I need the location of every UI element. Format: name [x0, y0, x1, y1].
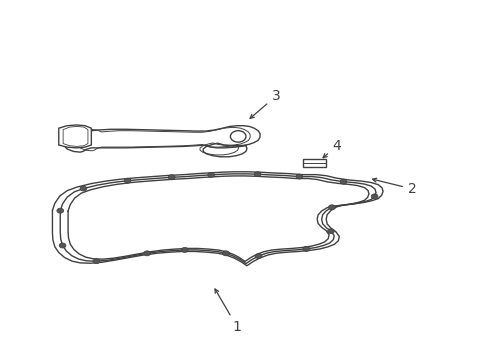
Circle shape — [181, 247, 188, 252]
Circle shape — [254, 172, 261, 177]
Circle shape — [370, 194, 377, 199]
Circle shape — [207, 172, 214, 177]
Circle shape — [143, 251, 150, 256]
Polygon shape — [302, 159, 325, 167]
Circle shape — [340, 179, 346, 184]
Text: 2: 2 — [372, 178, 416, 196]
Circle shape — [59, 243, 66, 248]
Text: 3: 3 — [249, 89, 280, 118]
Circle shape — [93, 259, 100, 264]
Polygon shape — [52, 172, 382, 266]
Circle shape — [57, 208, 63, 213]
Circle shape — [255, 253, 262, 258]
Circle shape — [230, 131, 245, 142]
Text: 1: 1 — [215, 289, 241, 334]
Polygon shape — [59, 125, 91, 148]
Circle shape — [124, 178, 131, 183]
Circle shape — [328, 205, 335, 210]
Circle shape — [80, 186, 87, 191]
Circle shape — [295, 174, 302, 179]
Circle shape — [168, 175, 175, 180]
Polygon shape — [63, 126, 260, 157]
Circle shape — [222, 251, 229, 256]
Text: 4: 4 — [323, 139, 341, 158]
Circle shape — [303, 246, 309, 251]
Circle shape — [327, 229, 334, 234]
